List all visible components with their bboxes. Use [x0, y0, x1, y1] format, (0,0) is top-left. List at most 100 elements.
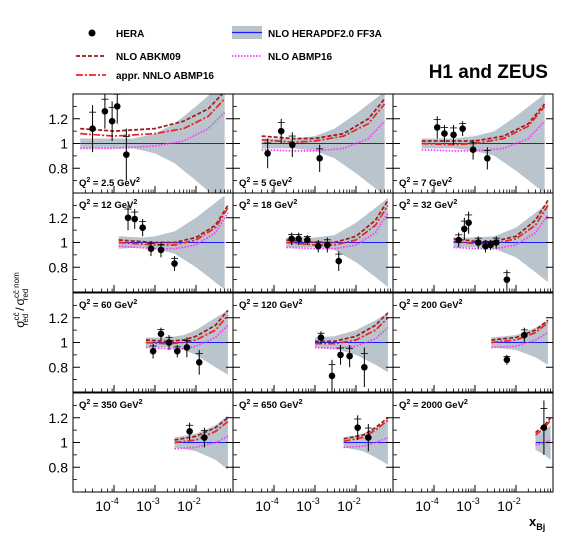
y-tick-label: 0.8: [49, 459, 69, 475]
q2-label-part: Q: [239, 178, 246, 189]
q2-label-part: 2: [299, 299, 303, 306]
y-title-sub2: red: [21, 289, 30, 301]
data-point: [147, 245, 155, 252]
nnlo-curve: [421, 105, 546, 146]
data-point: [304, 236, 311, 244]
nnlo-curve: [453, 204, 549, 245]
data-point: [484, 155, 491, 162]
panel: Q2 = 5 GeV2: [232, 93, 394, 194]
panel-plot: [261, 94, 386, 193]
panel-q2-label: Q2 = 2000 GeV2: [399, 399, 468, 411]
x-tick-base: 10: [456, 498, 472, 514]
y-title-sigma: σ: [13, 320, 27, 328]
panel-q2-label: Q2 = 18 GeV2: [239, 199, 297, 211]
data-point: [108, 117, 116, 125]
data-point: [482, 242, 489, 250]
panel-plot: [118, 195, 229, 290]
q2-label-part: 2: [246, 299, 250, 306]
q2-label-part: Q: [399, 300, 406, 311]
q2-label-part: 2: [86, 399, 90, 406]
data-point: [461, 225, 468, 233]
q2-label-part: 2: [406, 199, 410, 206]
q2-label-part: Q: [399, 178, 406, 189]
panel: 0.811.2Q2 = 2.5 GeV2: [49, 93, 234, 194]
data-point: [101, 108, 109, 115]
data-point: [521, 331, 528, 339]
panel-q2-label: Q2 = 2.5 GeV2: [79, 177, 140, 189]
data-point: [264, 150, 271, 157]
abmp-curve: [343, 436, 389, 449]
x-tick-label: 10-3: [296, 496, 320, 514]
data-point: [455, 236, 462, 244]
data-point: [346, 352, 353, 360]
q2-label-part: 2: [86, 299, 90, 306]
q2-label-part: Q: [79, 200, 86, 211]
nnlo-curve: [315, 317, 389, 345]
svg-text:σcc̄red/σcc̄ nomred: σcc̄red/σcc̄ nomred: [12, 272, 30, 328]
q2-label-part: 2: [293, 199, 297, 206]
x-tick-exp: -4: [111, 496, 119, 506]
panel-grid: 0.811.2Q2 = 2.5 GeV2 Q2 = 5 GeV2 Q2 = 7 Ge…: [49, 93, 554, 514]
x-tick-label: 10-2: [337, 496, 361, 514]
abmp-curve: [174, 435, 229, 450]
q2-label-part: 2: [246, 399, 250, 406]
panel-q2-label: Q2 = 32 GeV2: [399, 199, 457, 211]
data-point: [277, 127, 285, 135]
x-tick-base: 10: [177, 498, 193, 514]
panel-plot: [453, 199, 549, 290]
data-point: [165, 339, 173, 346]
y-tick-label: 0.8: [49, 160, 69, 176]
legend-nnlo-label: appr. NNLO ABMP16: [116, 71, 214, 82]
panel-q2-label: Q2 = 60 GeV2: [79, 299, 137, 311]
data-point: [124, 214, 132, 222]
x-tick-base: 10: [415, 498, 431, 514]
y-axis-title: σcc̄red/σcc̄ nomred: [12, 272, 30, 328]
nnlo-curve: [261, 103, 386, 144]
x-tick-base: 10: [296, 498, 312, 514]
y-tick-label: 1: [60, 335, 68, 351]
q2-label-part: 2: [86, 199, 90, 206]
data-point: [487, 241, 494, 249]
q2-label-part: = 350 GeV: [90, 400, 139, 411]
x-tick-exp: -3: [152, 496, 160, 506]
panel: 10-4 10-3 10-2Q2 = 650 GeV2: [232, 392, 394, 514]
panel: 10-4 10-3 10-2Q2 = 2000 GeV2: [392, 392, 554, 514]
q2-label-part: 2: [299, 399, 303, 406]
x-tick-label: 10-4: [95, 496, 119, 514]
panel: Q2 = 200 GeV2: [392, 292, 554, 393]
panel-plot: [80, 94, 226, 193]
data-point: [465, 219, 472, 226]
y-title-sup2: cc̄ nom: [12, 272, 21, 298]
abmp-curve: [491, 331, 549, 349]
panel: 0.811.2Q2 = 12 GeV2: [49, 192, 234, 293]
y-title-slash: /: [13, 307, 27, 311]
x-tick-exp: -2: [513, 496, 521, 506]
panel-plot: [314, 312, 389, 392]
data-point: [337, 351, 344, 359]
x-tick-label: 10-4: [255, 496, 279, 514]
abkm-curve: [174, 417, 229, 441]
data-point: [149, 347, 157, 355]
panel-plot: [343, 415, 389, 465]
x-axis-title: xBj: [529, 514, 545, 532]
x-tick-label: 10-2: [177, 496, 201, 514]
q2-label-part: = 5 GeV: [250, 178, 288, 189]
panel-q2-label: Q2 = 7 GeV2: [399, 177, 452, 189]
legend-herapdf-label: NLO HERAPDF2.0 FF3A: [268, 29, 382, 40]
panel-q2-label: Q2 = 200 GeV2: [399, 299, 463, 311]
y-tick-label: 0.8: [49, 359, 69, 375]
x-tick-exp: -2: [193, 496, 201, 506]
q2-label-part: 2: [86, 177, 90, 184]
data-point: [433, 124, 441, 131]
data-point: [288, 235, 295, 243]
q2-label-part: Q: [79, 300, 86, 311]
data-point: [441, 130, 448, 137]
y-tick-label: 1.2: [49, 210, 69, 226]
data-point: [314, 242, 322, 250]
y-tick-label: 1.2: [49, 410, 69, 426]
q2-label-part: = 650 GeV: [250, 400, 299, 411]
data-point: [365, 434, 372, 441]
panel: Q2 = 7 GeV2: [392, 93, 554, 194]
abkm-curve: [315, 312, 389, 343]
